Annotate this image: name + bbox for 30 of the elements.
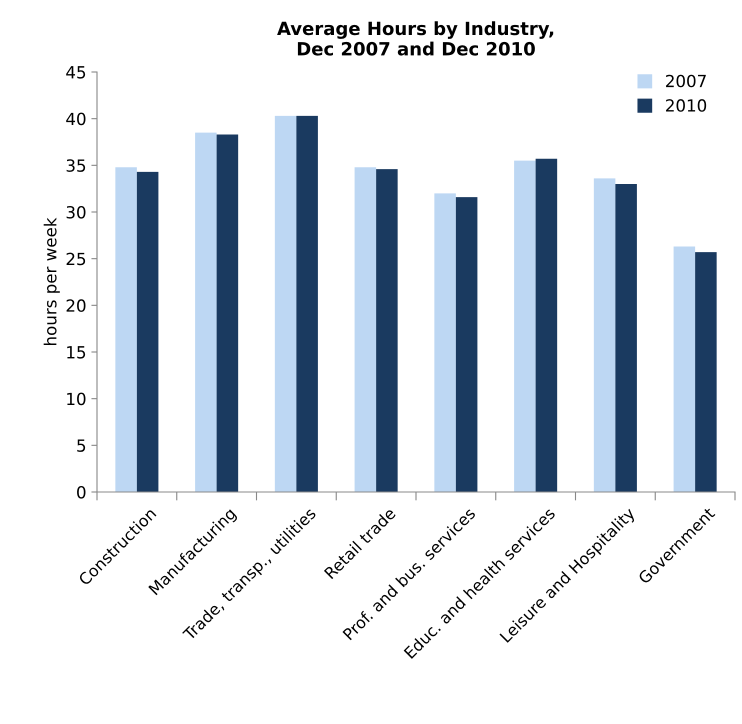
y-axis-title: hours per week (44, 218, 60, 345)
bar (514, 160, 536, 492)
bar (674, 246, 696, 492)
y-tick-label: 15 (67, 346, 86, 359)
bar (536, 158, 558, 492)
bar (376, 169, 398, 492)
y-tick-label: 30 (66, 206, 86, 219)
bar (615, 184, 637, 492)
y-tick-label: 40 (66, 112, 86, 126)
legend-label: 2010 (666, 99, 706, 112)
bar (695, 252, 717, 492)
y-tick-label: 20 (66, 299, 86, 312)
bar (274, 116, 296, 492)
legend-label: 2007 (666, 74, 706, 88)
bar (115, 167, 137, 492)
y-tick-label: 10 (67, 392, 86, 406)
bar (456, 197, 478, 492)
bar (216, 134, 238, 492)
bar (434, 193, 456, 492)
bar (195, 132, 217, 492)
bar (136, 172, 158, 492)
y-tick-label: 5 (77, 440, 86, 452)
bar (296, 116, 318, 492)
y-tick-label: 35 (66, 159, 86, 172)
bar (594, 178, 616, 492)
bar (354, 167, 376, 492)
chart-title: Average Hours by Industry, Dec 2007 and Dec 2010 (277, 21, 554, 56)
y-tick-label: 25 (66, 252, 86, 266)
y-tick-label: 45 (66, 66, 86, 79)
y-tick-label: 0 (77, 486, 86, 499)
